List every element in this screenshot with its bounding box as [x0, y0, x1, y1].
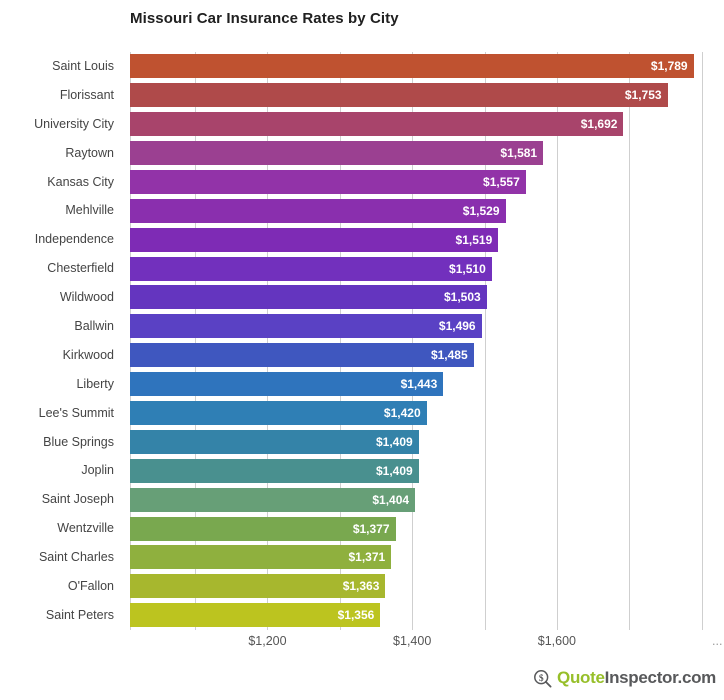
category-label: Wentzville [57, 521, 114, 536]
magnifier-dollar-icon: $ [533, 669, 552, 688]
bar-value-label: $1,371 [348, 550, 386, 565]
bar-row: $1,753 [130, 81, 724, 110]
bar-row: $1,496 [130, 312, 724, 341]
category-label: Joplin [81, 463, 114, 478]
bar [130, 198, 506, 223]
bar-row: $1,443 [130, 370, 724, 399]
bar-value-label: $1,581 [500, 145, 538, 160]
bar [130, 285, 487, 310]
category-label: Kirkwood [62, 347, 114, 362]
bar-row: $1,371 [130, 543, 724, 572]
bar-row: $1,581 [130, 139, 724, 168]
bar-row: $1,420 [130, 399, 724, 428]
bar-value-label: $1,409 [375, 434, 413, 449]
bar-value-label: $1,692 [580, 117, 618, 132]
category-label: Liberty [76, 376, 114, 391]
x-tick-label: $1,600 [537, 634, 576, 648]
bar-value-label: $1,496 [438, 319, 476, 334]
bar-row: $1,529 [130, 196, 724, 225]
bar-value-label: $1,356 [337, 608, 375, 623]
bar-row: $1,519 [130, 225, 724, 254]
bar [130, 458, 419, 483]
bar [130, 516, 396, 541]
bar-value-label: $1,363 [342, 579, 380, 594]
bar-value-label: $1,485 [430, 348, 468, 363]
bar [130, 429, 419, 454]
category-label: Ballwin [74, 319, 114, 334]
chart-title: Missouri Car Insurance Rates by City [130, 10, 399, 27]
bar-value-label: $1,420 [383, 405, 421, 420]
bar [130, 603, 381, 628]
logo-text-quote: Quote [557, 668, 605, 687]
bar-row: $1,409 [130, 456, 724, 485]
bar-value-label: $1,503 [443, 290, 481, 305]
category-label: Saint Charles [38, 550, 114, 565]
bar [130, 314, 482, 339]
bar [130, 574, 386, 599]
category-label: Chesterfield [47, 261, 114, 276]
category-label: Blue Springs [43, 434, 114, 449]
x-tick-label: $1,400 [393, 634, 432, 648]
bar-row: $1,485 [130, 341, 724, 370]
bar-value-label: $1,557 [483, 174, 520, 189]
category-label: Mehlville [65, 203, 114, 218]
bar-value-label: $1,377 [352, 521, 390, 536]
category-label: Kansas City [47, 174, 114, 189]
bar [130, 140, 544, 165]
bar-row: $1,377 [130, 514, 724, 543]
bar-value-label: $1,529 [462, 203, 500, 218]
category-label: Saint Louis [52, 59, 114, 73]
logo-text-inspector: Inspector.com [604, 668, 717, 687]
plot-area: $1,789 $1,753 $1,692 $1,581 $1,557 $1,529 $1,5… [130, 52, 724, 630]
bar-value-label: $1,409 [375, 463, 413, 478]
bar-rows: $1,789 $1,753 $1,692 $1,581 $1,557 $1,529 $1,5… [130, 52, 724, 630]
quoteinspector-logo: $ QuoteInspector.com [533, 668, 716, 688]
bar-value-label: $1,404 [372, 492, 410, 507]
bar [130, 400, 427, 425]
category-label: Raytown [65, 145, 114, 160]
bar-value-label: $1,443 [400, 377, 438, 392]
category-axis-labels: Saint Louis Florissant University City Rayt… [0, 52, 122, 630]
bar-value-label: $1,789 [650, 59, 688, 74]
bar-row: $1,692 [130, 110, 724, 139]
category-label: Florissant [59, 87, 114, 102]
category-label: Lee's Summit [38, 405, 114, 420]
category-label: Saint Peters [45, 607, 114, 622]
bar-value-label: $1,510 [449, 261, 486, 276]
bar [130, 54, 694, 79]
bar [130, 83, 668, 108]
bar-value-label: $1,753 [624, 88, 662, 103]
logo-text: QuoteInspector.com [557, 668, 716, 688]
bar-value-label: $1,519 [455, 232, 493, 247]
bar [130, 487, 416, 512]
x-axis-tick-labels: $1,200 $1,400 $1,600... [130, 634, 724, 654]
bar [130, 112, 624, 137]
bar-row: $1,503 [130, 283, 724, 312]
bar [130, 372, 444, 397]
category-label: O'Fallon [67, 579, 114, 594]
bar-row: $1,789 [130, 52, 724, 81]
bar [130, 169, 526, 194]
y-axis-line [130, 52, 131, 630]
category-label: University City [34, 116, 114, 131]
category-label: Saint Joseph [41, 492, 114, 507]
category-label: Wildwood [59, 290, 114, 305]
bar-row: $1,356 [130, 601, 724, 630]
bar-row: $1,409 [130, 428, 724, 457]
bar [130, 343, 474, 368]
bar [130, 227, 499, 252]
category-label: Independence [34, 232, 114, 247]
bar-row: $1,363 [130, 572, 724, 601]
x-tick-label: $1,200 [248, 634, 287, 648]
bar [130, 545, 392, 570]
bar [130, 256, 492, 281]
bar-row: $1,557 [130, 168, 724, 197]
bar-row: $1,510 [130, 254, 724, 283]
bar-row: $1,404 [130, 485, 724, 514]
x-tick-label-truncated: ... [712, 634, 723, 648]
svg-text:$: $ [539, 672, 544, 683]
